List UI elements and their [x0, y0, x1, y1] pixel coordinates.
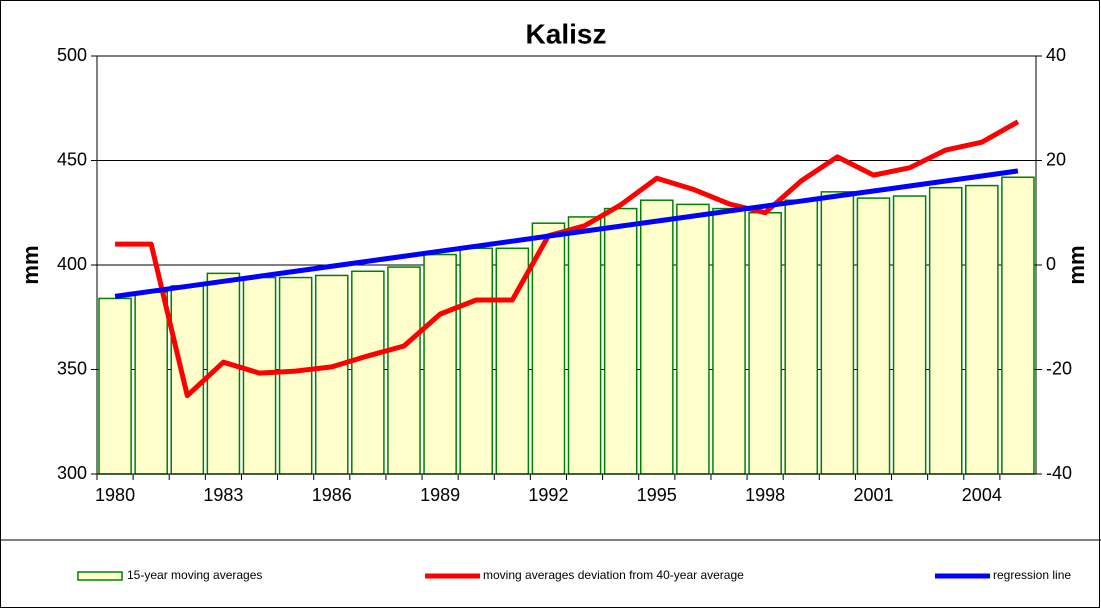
- line: [114, 168, 1019, 299]
- x-tick-label: 1998: [745, 485, 785, 505]
- bar: [856, 197, 891, 475]
- bar: [965, 184, 999, 475]
- bar: [748, 212, 782, 475]
- bar: [676, 203, 710, 475]
- y-tick-label: 300: [57, 463, 87, 483]
- y-tick-label: 350: [57, 358, 87, 378]
- bar: [134, 291, 168, 475]
- y2-tick-label: 20: [1046, 149, 1066, 169]
- bar: [1001, 176, 1035, 475]
- y-axis-title: mm: [18, 245, 43, 284]
- bar: [459, 247, 494, 475]
- y2-tick-label: 0: [1046, 254, 1056, 274]
- legend-label: regression line: [993, 568, 1071, 582]
- x-tick-label: 1989: [420, 485, 460, 505]
- bar: [351, 270, 385, 475]
- chart-title: Kalisz: [526, 18, 607, 49]
- x-tick-label: 1992: [528, 485, 568, 505]
- bar: [314, 274, 349, 475]
- bar: [423, 253, 457, 475]
- bar: [278, 276, 313, 475]
- y2-tick-label: -20: [1046, 358, 1072, 378]
- y2-tick-label: 40: [1046, 45, 1066, 65]
- bar: [531, 222, 566, 475]
- x-tick-label: 2004: [962, 485, 1002, 505]
- y-tick-label: 450: [57, 149, 87, 169]
- bar: [242, 276, 277, 475]
- x-tick-label: 1986: [312, 485, 352, 505]
- bar: [928, 186, 963, 475]
- y-tick-label: 400: [57, 254, 87, 274]
- bar: [820, 191, 855, 475]
- bar: [603, 207, 638, 475]
- bar: [639, 199, 674, 475]
- x-tick-label: 1980: [95, 485, 135, 505]
- y-tick-label: 500: [57, 45, 87, 65]
- bar: [892, 195, 927, 475]
- bar: [784, 199, 819, 475]
- bar: [98, 297, 132, 475]
- line: [115, 119, 1020, 399]
- y2-tick-label: -40: [1046, 463, 1072, 483]
- x-tick-label: 1995: [637, 485, 677, 505]
- bar: [712, 207, 746, 475]
- x-tick-label: 1983: [203, 485, 243, 505]
- legend-label: 15-year moving averages: [127, 568, 262, 582]
- bar: [567, 216, 602, 475]
- y2-axis-title: mm: [1064, 245, 1089, 284]
- bar: [387, 266, 421, 475]
- legend-swatch: [77, 571, 123, 581]
- bar: [170, 285, 205, 475]
- x-tick-label: 2001: [853, 485, 893, 505]
- legend-label: moving averages deviation from 40-year a…: [483, 568, 744, 582]
